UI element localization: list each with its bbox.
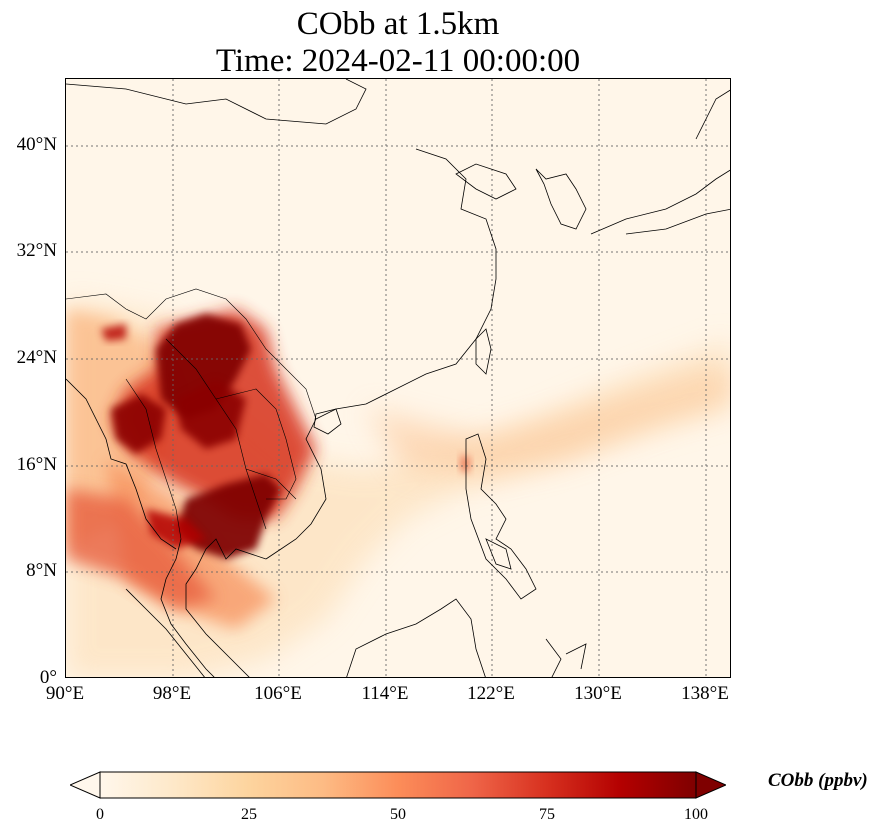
plume-dark-central bbox=[176, 379, 246, 449]
colorbar-max-extension bbox=[695, 771, 726, 799]
map-title: CObb at 1.5km Time: 2024-02-11 00:00:00 bbox=[65, 6, 731, 80]
lat-label-16n: 16°N bbox=[16, 454, 57, 475]
colorbar-tick-75: 75 bbox=[539, 806, 555, 823]
coastlines bbox=[66, 79, 730, 677]
lat-label-32n: 32°N bbox=[16, 240, 57, 261]
colorbar-gradient bbox=[99, 771, 697, 799]
plume-luzon-spot bbox=[460, 454, 471, 474]
colorbar bbox=[70, 771, 726, 799]
plume-dark-west bbox=[111, 394, 166, 454]
lat-label-0: 0° bbox=[39, 667, 57, 688]
lat-label-24n: 24°N bbox=[16, 347, 57, 368]
colorbar-min-extension bbox=[70, 771, 101, 799]
colorbar-label: CObb (ppbv) bbox=[768, 770, 868, 791]
lon-label-130e: 130°E bbox=[574, 683, 622, 704]
lon-label-106e: 106°E bbox=[254, 683, 302, 704]
colorbar-tick-25: 25 bbox=[241, 806, 257, 823]
title-variable: CObb at 1.5km bbox=[296, 6, 500, 42]
plume-dark-myanmar-spot bbox=[101, 324, 126, 341]
gridlines bbox=[66, 79, 730, 677]
colorbar-tick-50: 50 bbox=[390, 806, 406, 823]
lon-label-90e: 90°E bbox=[45, 683, 85, 704]
map-canvas bbox=[66, 79, 730, 677]
plume-ocean-band bbox=[366, 369, 730, 474]
colorbar-tick-100: 100 bbox=[684, 806, 708, 823]
map-panel[interactable] bbox=[65, 78, 731, 678]
lon-label-138e: 138°E bbox=[681, 683, 729, 704]
concentration-field bbox=[66, 299, 730, 677]
lon-label-98e: 98°E bbox=[152, 683, 192, 704]
plume-dark-north bbox=[156, 314, 251, 419]
lon-label-114e: 114°E bbox=[361, 683, 409, 704]
plume-red-band bbox=[66, 489, 216, 609]
title-time: Time: 2024-02-11 00:00:00 bbox=[215, 43, 581, 79]
colorbar-tick-0: 0 bbox=[96, 806, 104, 823]
lat-label-40n: 40°N bbox=[16, 134, 57, 155]
lat-label-8n: 8°N bbox=[26, 560, 57, 581]
lon-label-122e: 122°E bbox=[467, 683, 515, 704]
